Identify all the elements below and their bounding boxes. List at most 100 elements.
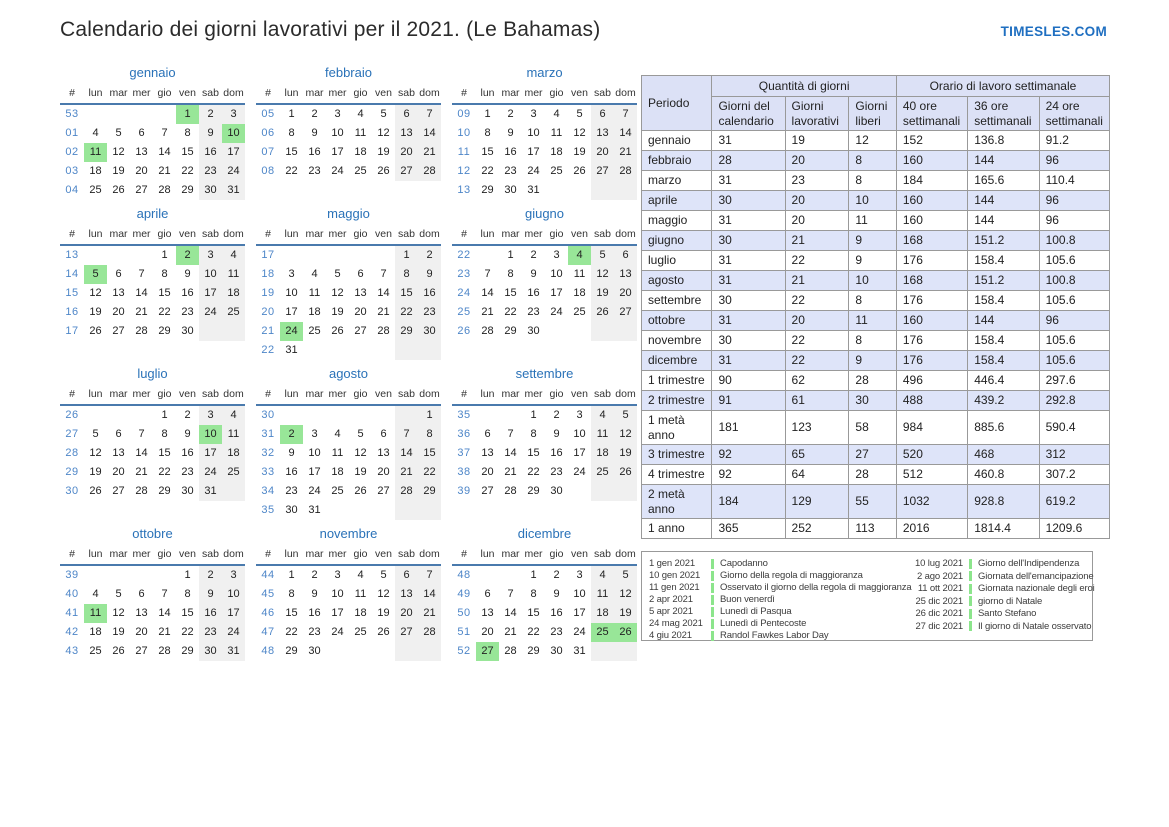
value-cell: 176 — [895, 330, 969, 351]
value-cell: 22 — [784, 350, 850, 371]
day-header: mar — [107, 86, 130, 105]
month-title: dicembre — [517, 526, 572, 541]
day-cell: 13 — [614, 265, 637, 284]
value-cell: 110.4 — [1038, 170, 1111, 191]
value-cell: 30 — [711, 230, 786, 251]
day-cell: 21 — [395, 463, 418, 482]
week-number-cell: 44 — [261, 569, 275, 581]
value-cell: 30 — [711, 290, 786, 311]
period-cell: marzo — [640, 170, 713, 191]
day-cell: 5 — [115, 127, 122, 139]
value-cell: 31 — [711, 310, 786, 331]
day-cell: 30 — [308, 645, 321, 657]
day-cell: 5 — [334, 268, 341, 280]
day-cell: 6 — [357, 268, 364, 280]
day-cell: 30 — [181, 485, 194, 497]
day-cell — [326, 341, 349, 360]
stats-row: 1 trimestre 90 62 28 496 446.4 297.6 — [640, 370, 1111, 391]
value-cell: 105.6 — [1038, 350, 1111, 371]
week-number-cell: 17 — [65, 325, 79, 337]
day-cell: 11 — [573, 268, 586, 280]
day-cell: 13 — [112, 447, 125, 459]
day-header: mar — [107, 227, 130, 246]
day-cell: 13 — [591, 124, 614, 143]
day-header: gio — [545, 387, 568, 406]
day-header: mar — [303, 86, 326, 105]
week-number-cell: 50 — [457, 607, 471, 619]
value-cell: 619.2 — [1038, 484, 1111, 519]
day-cell: 17 — [222, 143, 245, 162]
day-cell: 16 — [181, 447, 194, 459]
week-number-cell: 23 — [457, 268, 471, 280]
column-header: 36 ore settimanali — [967, 96, 1040, 131]
day-cell — [614, 642, 637, 661]
day-header: # — [452, 86, 476, 105]
week-row: 34 23 24 25 26 27 28 29 — [256, 482, 441, 501]
value-cell: 96 — [1038, 150, 1111, 171]
day-cell: 10 — [550, 268, 563, 280]
holiday-name: Il giorno di Natale osservato — [978, 620, 1092, 632]
value-cell: 30 — [711, 190, 786, 211]
month-table-body: 13 1 2 3 4 14 5 6 7 8 9 10 11 15 12 13 14 15 16 17 18 16 19 20 2… — [60, 245, 245, 341]
day-header: dom — [418, 86, 441, 105]
day-cell: 17 — [550, 287, 563, 299]
month-table: # lun mar mer gio ven sab dom 48 1 2 3 4 5 49 6 7 8 9 10 11 1… — [452, 547, 637, 661]
day-cell — [395, 501, 418, 520]
value-cell: 158.4 — [967, 250, 1040, 271]
value-cell: 158.4 — [967, 350, 1040, 371]
day-cell: 9 — [553, 428, 560, 440]
value-cell: 10 — [848, 190, 897, 211]
day-cell: 1 — [161, 249, 168, 261]
week-row: 51 20 21 22 23 24 25 26 — [452, 623, 637, 642]
day-cell: 13 — [377, 447, 390, 459]
day-cell: 12 — [573, 127, 586, 139]
week-number-cell: 22 — [261, 344, 275, 356]
month-table-head: # lun mar mer gio ven sab dom — [452, 387, 637, 406]
holiday-date: 4 giu 2021 — [649, 630, 692, 641]
day-header: lun — [280, 387, 303, 406]
day-cell: 29 — [527, 645, 540, 657]
day-cell: 22 — [158, 306, 171, 318]
day-cell: 1 — [184, 569, 191, 581]
week-number-cell: 37 — [457, 447, 471, 459]
legend-column: 1 gen 2021 Capodanno 10 gen 2021 Giorno del… — [649, 558, 912, 641]
stats-row: 3 trimestre 92 65 27 520 468 312 — [640, 444, 1111, 465]
week-row: 35 30 31 — [256, 501, 441, 520]
day-cell: 9 — [311, 588, 318, 600]
day-header: gio — [349, 387, 372, 406]
column-header: 24 ore settimanali — [1038, 96, 1111, 131]
day-cell: 19 — [89, 466, 102, 478]
day-cell: 12 — [331, 287, 344, 299]
month-table-body: 53 1 2 3 01 4 5 6 7 8 9 10 02 11 12 13 14 15 16 17 03 18 19 20 2… — [60, 104, 245, 200]
day-cell — [84, 245, 107, 265]
day-cell: 4 — [222, 245, 245, 265]
holiday-date: 24 mag 2021 — [649, 618, 703, 629]
month-table-head: # lun mar mer gio ven sab dom — [256, 547, 441, 566]
day-cell: 15 — [181, 146, 194, 158]
brand-link[interactable]: TIMESLES.COM — [1000, 24, 1107, 39]
day-cell: 29 — [158, 485, 171, 497]
month-table-body: 35 1 2 3 4 5 36 6 7 8 9 10 11 12 37 13 14 15 16 17 18 19 38 20 2… — [452, 405, 637, 501]
holiday-date: 2 apr 2021 — [649, 594, 693, 605]
value-cell: 136.8 — [967, 130, 1040, 151]
day-cell: 26 — [614, 463, 637, 482]
value-cell: 31 — [711, 130, 786, 151]
day-cell: 4 — [222, 405, 245, 425]
column-header: Giorni del calendario — [711, 96, 786, 131]
day-header-row: # lun mar mer gio ven sab dom — [452, 227, 637, 246]
day-cell: 17 — [199, 284, 222, 303]
week-number-cell: 09 — [457, 108, 471, 120]
day-cell: 4 — [553, 108, 560, 120]
value-cell: 105.6 — [1038, 330, 1111, 351]
day-header: ven — [568, 547, 591, 566]
holiday-marker-icon — [969, 558, 972, 569]
day-cell: 11 — [591, 425, 614, 444]
week-row: 33 16 17 18 19 20 21 22 — [256, 463, 441, 482]
day-cell — [107, 565, 130, 585]
value-cell: 22 — [784, 290, 850, 311]
day-cell: 7 — [138, 268, 145, 280]
week-number-cell: 34 — [261, 485, 275, 497]
week-number-cell: 20 — [261, 306, 275, 318]
day-cell: 16 — [285, 466, 298, 478]
day-cell: 5 — [115, 588, 122, 600]
